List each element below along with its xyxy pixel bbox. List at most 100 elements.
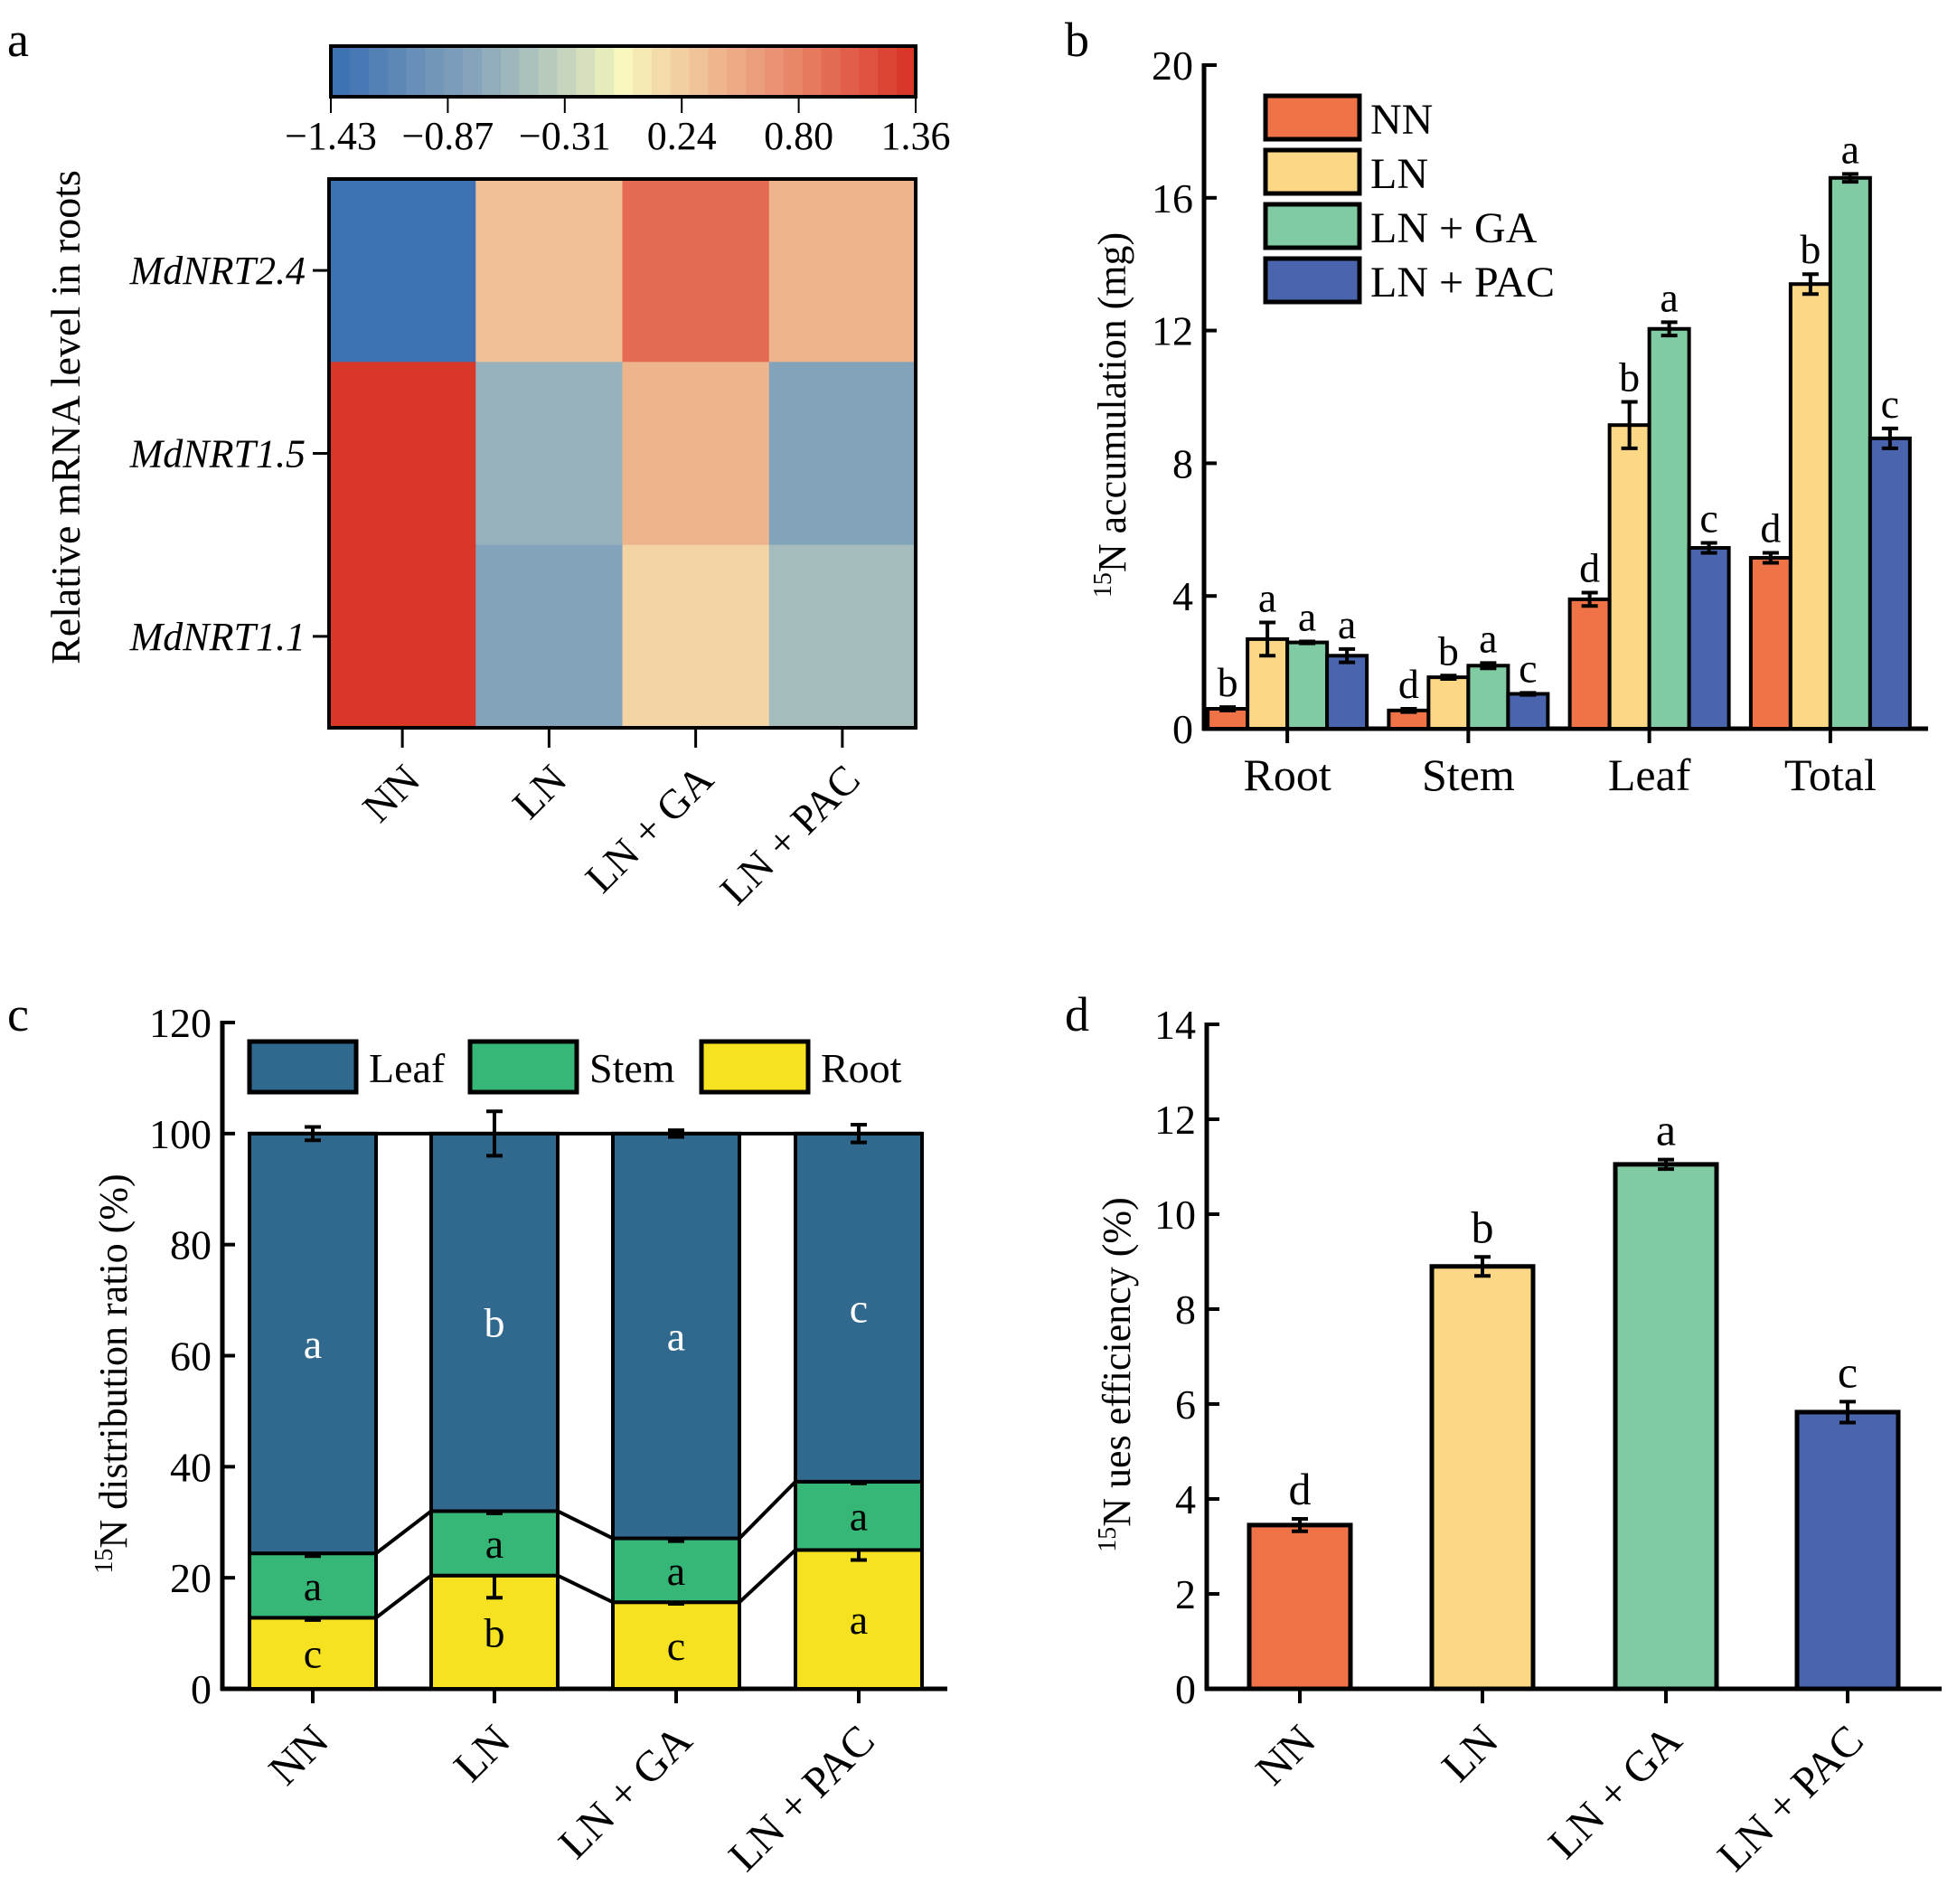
colorbar-tick-label: −0.31: [519, 114, 611, 158]
gene-label: MdNRT1.5: [129, 432, 306, 476]
y-tick-label: 4: [1172, 573, 1193, 619]
significance-letter: a: [304, 1321, 322, 1367]
bar: [1613, 1162, 1719, 1692]
bar: [1247, 1522, 1353, 1692]
legend-swatch: [1263, 93, 1362, 142]
significance-letter: a: [667, 1314, 685, 1360]
colorbar-step: [821, 46, 842, 97]
colorbar-step: [897, 46, 917, 97]
connector-line: [557, 1573, 614, 1604]
colorbar-step: [387, 46, 408, 97]
legend-swatch: [1263, 202, 1362, 250]
x-category-label: LN + PAC: [720, 1716, 884, 1880]
stack-segment-stem: [248, 1551, 378, 1620]
bar-ln-ga: [1285, 640, 1330, 731]
legend-label: LN + GA: [1370, 204, 1538, 252]
significance-letter: a: [304, 1563, 322, 1609]
colorbar-step: [765, 46, 785, 97]
y-tick-label: 0: [1175, 1666, 1196, 1712]
stack-segment-stem: [429, 1509, 560, 1578]
bar-ln-pac: [1868, 436, 1912, 730]
y-tick-label: 20: [1152, 42, 1193, 89]
colorbar-step: [368, 46, 389, 97]
bar-ln-pac: [1325, 654, 1369, 731]
significance-letter: b: [1619, 354, 1640, 401]
colorbar-frame: [329, 44, 917, 99]
bar: [1794, 1409, 1901, 1692]
significance-letter: d: [1398, 661, 1419, 707]
bar-ln: [1246, 636, 1290, 730]
colorbar-step: [727, 46, 747, 97]
y-axis-title-text: N distribution ratio (%): [91, 1174, 136, 1548]
gene-label: MdNRT1.1: [129, 615, 306, 659]
panel-a-heatmap: −1.43 −0.87 −0.31 0.24 0.80 1.36 MdNRT2.4 MdNRT…: [42, 44, 951, 913]
x-category-label: NN: [259, 1716, 337, 1794]
y-tick-label: 40: [170, 1444, 212, 1490]
legend-swatch: [1263, 147, 1362, 196]
x-category-label: NN: [353, 756, 428, 831]
significance-letter: a: [1298, 593, 1316, 639]
heatmap-cell: [475, 179, 624, 363]
stack-segment-stem: [794, 1479, 924, 1552]
y-axis-title-text: N accumulation (mg): [1090, 232, 1134, 572]
bar-nn: [1567, 597, 1612, 730]
significance-letter: c: [850, 1285, 868, 1331]
panel-letter-b: b: [1065, 13, 1089, 67]
y-tick-label: 20: [170, 1555, 212, 1601]
x-category-label: LN + GA: [577, 756, 722, 901]
y-axis-title: Relative mRNA level in roots: [42, 170, 89, 665]
significance-letter: b: [485, 1300, 505, 1346]
panel-c-stacked-bar-chart: 0 20 40 60 80 100 120 15N distribution ratio (%…: [90, 1000, 947, 1880]
y-tick-label: 0: [1172, 706, 1193, 752]
y-axis-title-superscript: 15: [90, 1549, 118, 1574]
x-category-label: NN: [1247, 1716, 1324, 1794]
bar-ln-ga: [1828, 175, 1872, 730]
y-tick-label: 12: [1154, 1097, 1196, 1143]
colorbar-step: [878, 46, 898, 97]
significance-letter: d: [1579, 545, 1600, 591]
y-tick-label: 10: [1154, 1192, 1196, 1238]
y-tick-label: 120: [149, 1000, 212, 1046]
x-category-label: LN: [503, 756, 575, 827]
y-tick-label: 0: [191, 1666, 212, 1712]
stack-segment-root: [248, 1616, 378, 1692]
connector-line: [374, 1574, 433, 1619]
colorbar-step: [538, 46, 559, 97]
significance-letter: a: [667, 1548, 685, 1594]
colorbar-step: [651, 46, 672, 97]
heatmap-cell: [622, 179, 770, 363]
heatmap-cell: [329, 544, 476, 729]
significance-letter: a: [850, 1494, 868, 1540]
legend-label: Root: [821, 1045, 902, 1091]
colorbar-step: [444, 46, 464, 97]
significance-letter: c: [304, 1631, 322, 1677]
legend-swatch: [1263, 256, 1362, 305]
significance-letter: a: [1479, 615, 1497, 661]
x-category-label: LN: [1433, 1716, 1508, 1791]
x-category-label: LN + GA: [550, 1716, 701, 1868]
colorbar-step: [840, 46, 861, 97]
panel-d-bar-chart: 0 2 4 6 8 10 12 14 15N ues efficiency (%) d NN b LN a…: [1094, 1002, 1942, 1880]
significance-letter: d: [1289, 1464, 1312, 1514]
colorbar-step: [614, 46, 634, 97]
y-axis-title-text: N ues efficiency (%): [1095, 1197, 1139, 1526]
y-axis-title: 15N distribution ratio (%): [90, 1174, 136, 1573]
significance-letter: c: [1881, 381, 1899, 427]
stack-segment-root: [794, 1548, 924, 1692]
significance-letter: c: [667, 1623, 685, 1669]
panel-letter-a: a: [7, 13, 29, 67]
y-tick-label: 12: [1152, 308, 1193, 354]
colorbar-step: [481, 46, 502, 97]
colorbar-step: [349, 46, 370, 97]
significance-letter: b: [1472, 1202, 1494, 1252]
significance-letter: a: [1338, 601, 1356, 647]
colorbar-tick-label: 0.80: [764, 114, 833, 158]
heatmap-cell: [768, 179, 917, 363]
connector-line: [738, 1480, 797, 1540]
heatmap-cell: [622, 544, 770, 729]
significance-letter: c: [1699, 495, 1717, 541]
significance-letter: b: [1800, 226, 1821, 272]
bar-ln: [1607, 423, 1651, 730]
significance-letter: a: [1660, 274, 1678, 320]
